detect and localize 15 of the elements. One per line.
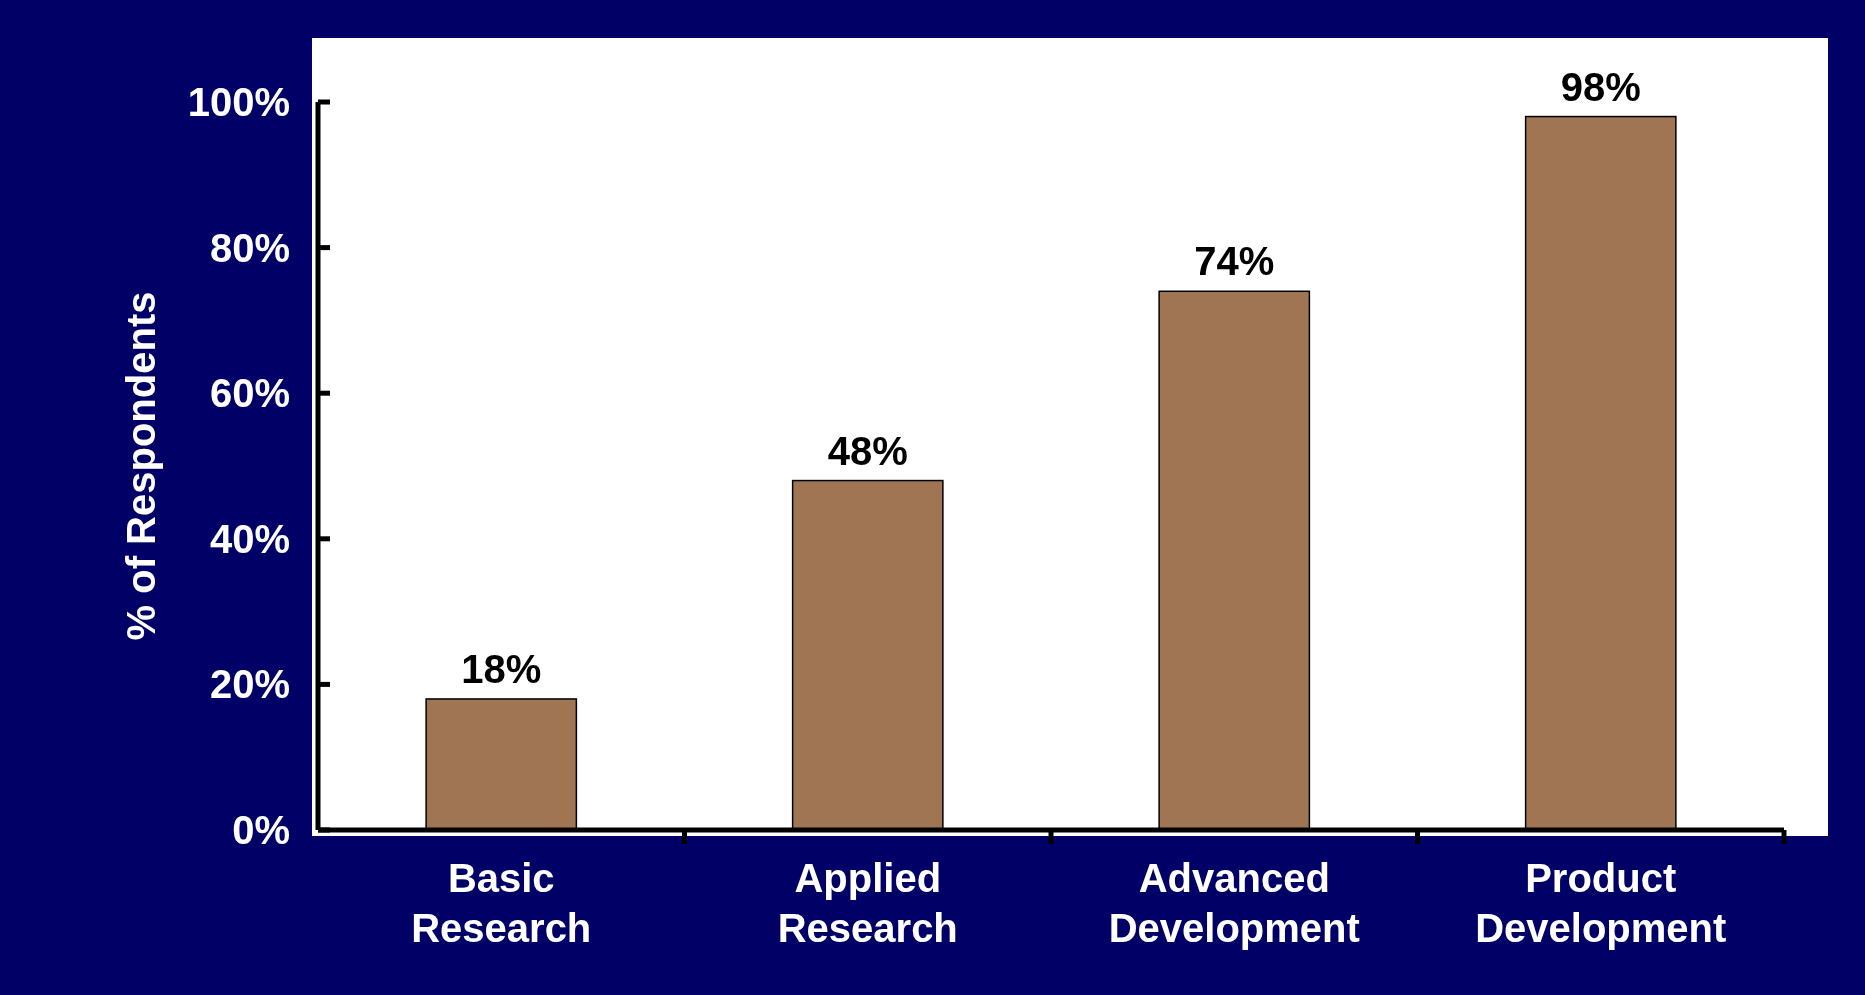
data-label: 74% [1194,239,1275,284]
y-tick-label: 40% [209,516,290,561]
y-tick-label: 100% [187,80,290,124]
y-tick-label: 80% [209,225,290,270]
data-label: 98% [1560,64,1641,109]
y-axis-title: % of Respondents [119,291,163,641]
y-tick-label: 20% [209,662,290,707]
x-tick-label: Applied Research [777,856,958,950]
x-tick-label: Product Development [1475,856,1727,950]
data-label: 18% [461,646,542,691]
y-tick-label: 0% [232,808,290,852]
x-tick-label: Basic Research [411,856,592,950]
y-tick-label: 60% [209,371,290,416]
x-tick-label: Advanced Development [1108,856,1360,950]
data-label: 48% [827,428,908,473]
